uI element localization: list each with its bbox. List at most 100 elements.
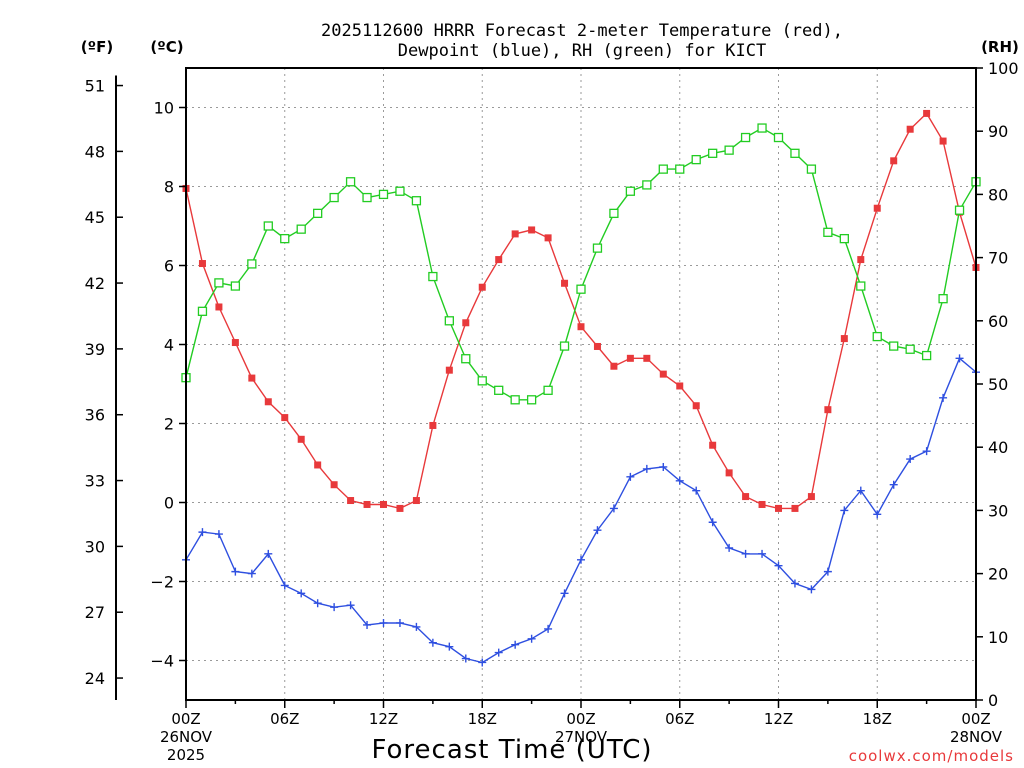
rh-point [626,187,634,195]
dewpoint-point [939,394,947,402]
dewpoint-point [330,603,338,611]
rh-point [281,235,289,243]
x-date-label: 28NOV [950,728,1003,746]
rh-tick-label: 100 [988,59,1019,78]
temperature-point [495,256,502,263]
dewpoint-point [890,481,898,489]
temperature-point [462,319,469,326]
f-tick-label: 33 [85,472,105,491]
c-tick-label: −4 [150,652,174,671]
rh-tick-label: 10 [988,628,1008,647]
x-tick-label: 12Z [369,710,398,728]
rh-point [445,317,453,325]
rh-point [775,134,783,142]
c-tick-label: 0 [164,494,174,513]
fahrenheit-unit-label: (ºF) [81,38,113,56]
rh-point [561,342,569,350]
dewpoint-point [923,447,931,455]
f-tick-label: 39 [85,340,105,359]
temperature-point [874,205,881,212]
rh-point [429,273,437,281]
temperature-point [841,335,848,342]
rh-tick-label: 60 [988,312,1008,331]
rh-point [906,345,914,353]
f-tick-label: 48 [85,142,105,161]
temperature-point [528,226,535,233]
x-tick-label: 18Z [863,710,892,728]
temperature-point [726,469,733,476]
temperature-point [610,363,617,370]
x-tick-label: 00Z [961,710,990,728]
rh-point [264,222,272,230]
temperature-point [331,481,338,488]
dewpoint-point [626,473,634,481]
temperature-point [545,234,552,241]
dewpoint-point [478,658,486,666]
x-axis-title: Forecast Time (UTC) [371,735,652,765]
x-tick-label: 00Z [566,710,595,728]
f-tick-label: 30 [85,537,105,556]
temperature-point [742,493,749,500]
temperature-point [676,382,683,389]
temperature-point [380,501,387,508]
temperature-point [561,280,568,287]
series-layer [182,110,980,667]
rh-point [462,355,470,363]
rh-point [198,307,206,315]
c-tick-label: 8 [164,178,174,197]
dewpoint-point [577,556,585,564]
temperature-point [923,110,930,117]
dewpoint-point [528,635,536,643]
temperature-point [364,501,371,508]
dewpoint-point [198,528,206,536]
f-tick-label: 51 [85,77,105,96]
rh-point [347,178,355,186]
rh-point [314,209,322,217]
dewpoint-point [561,589,569,597]
rh-tick-label: 30 [988,501,1008,520]
rh-tick-label: 20 [988,565,1008,584]
rh-point [840,235,848,243]
rh-point [297,225,305,233]
dewpoint-point [511,641,519,649]
dewpoint-point [725,544,733,552]
dewpoint-point [231,568,239,576]
watermark: coolwx.com/models [849,747,1014,765]
dewpoint-point [380,619,388,627]
rh-point [495,386,503,394]
f-tick-label: 45 [85,208,105,227]
temperature-point [643,355,650,362]
x-tick-label: 06Z [665,710,694,728]
rh-point [380,190,388,198]
temperature-point [215,303,222,310]
rh-point [528,396,536,404]
rh-tick-label: 90 [988,122,1008,141]
temperature-point [396,505,403,512]
dewpoint-point [297,589,305,597]
plot-frame [186,68,976,700]
f-tick-label: 24 [85,669,105,688]
c-tick-label: 2 [164,415,174,434]
temperature-point [907,126,914,133]
temperature-point [248,375,255,382]
temperature-point [429,422,436,429]
rh-tick-label: 40 [988,438,1008,457]
temperature-point [199,260,206,267]
f-tick-label: 27 [85,603,105,622]
rh-point [215,279,223,287]
dewpoint-point [544,625,552,633]
temperature-point [314,461,321,468]
rh-tick-label: 80 [988,185,1008,204]
rh-unit-label: (RH) [981,38,1019,56]
temperature-point [479,284,486,291]
temperature-point [446,367,453,374]
temperature-point [808,493,815,500]
rh-point [544,386,552,394]
dewpoint-series [182,354,980,666]
gridlines [186,68,976,700]
rh-point [807,165,815,173]
temperature-point [281,414,288,421]
dewpoint-point [314,599,322,607]
